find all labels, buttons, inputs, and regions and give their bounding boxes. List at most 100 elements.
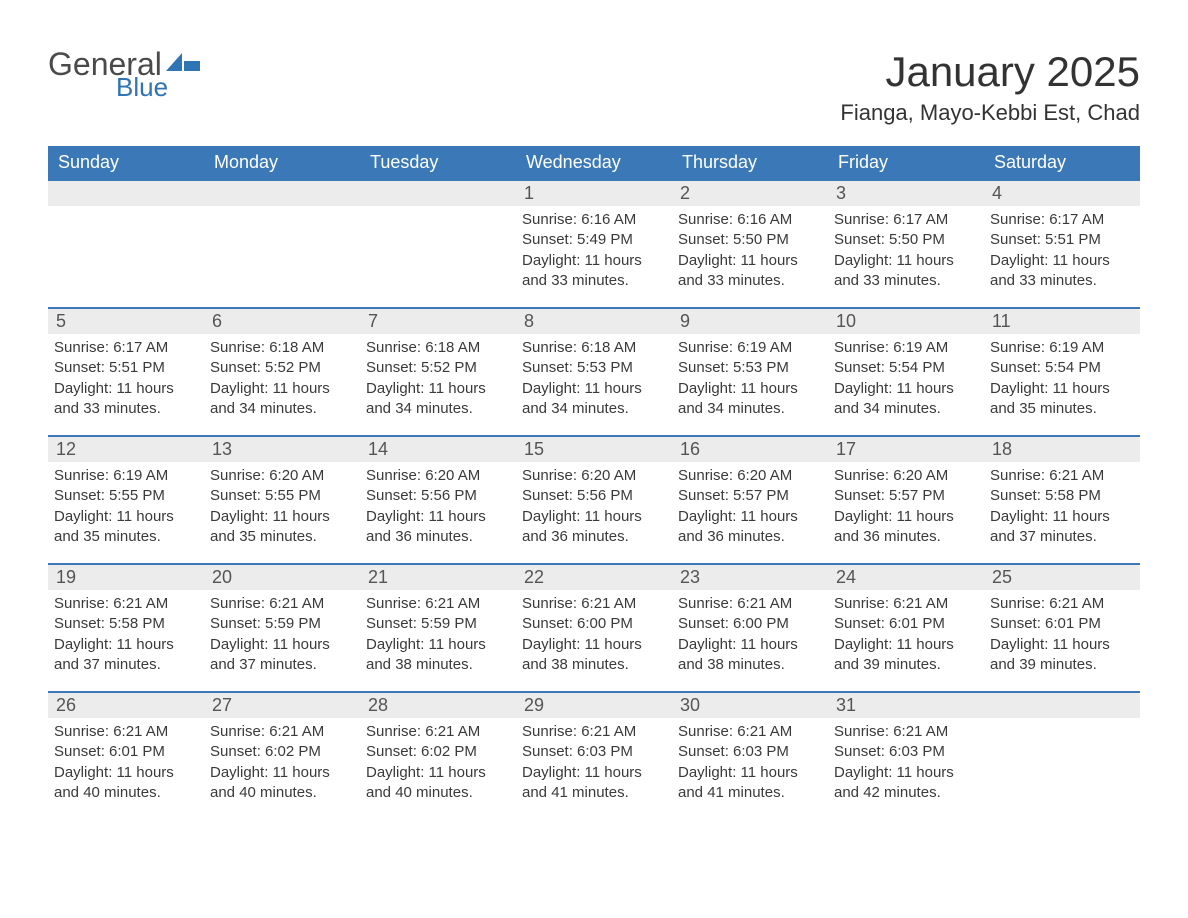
sunset-line: Sunset: 6:00 PM [522, 614, 666, 634]
day-number: 13 [204, 437, 360, 462]
day-cell: Sunrise: 6:18 AMSunset: 5:52 PMDaylight:… [204, 334, 360, 429]
day-cell: Sunrise: 6:21 AMSunset: 5:58 PMDaylight:… [984, 462, 1140, 557]
daylight-line: Daylight: 11 hours and 38 minutes. [678, 635, 822, 676]
daylight-line: Daylight: 11 hours and 38 minutes. [522, 635, 666, 676]
day-number [48, 181, 204, 206]
sunset-line: Sunset: 6:03 PM [834, 742, 978, 762]
sunrise-line: Sunrise: 6:17 AM [990, 210, 1134, 230]
day-number: 7 [360, 309, 516, 334]
daylight-line: Daylight: 11 hours and 41 minutes. [678, 763, 822, 804]
day-cell [360, 206, 516, 301]
day-cell: Sunrise: 6:20 AMSunset: 5:57 PMDaylight:… [828, 462, 984, 557]
day-cell [204, 206, 360, 301]
day-number-row: 12131415161718 [48, 437, 1140, 462]
sunrise-line: Sunrise: 6:21 AM [522, 722, 666, 742]
sunrise-line: Sunrise: 6:19 AM [678, 338, 822, 358]
sunset-line: Sunset: 5:53 PM [522, 358, 666, 378]
day-number: 15 [516, 437, 672, 462]
day-cell [984, 718, 1140, 813]
title-block: January 2025 Fianga, Mayo-Kebbi Est, Cha… [840, 48, 1140, 140]
day-cell: Sunrise: 6:21 AMSunset: 5:58 PMDaylight:… [48, 590, 204, 685]
sunrise-line: Sunrise: 6:21 AM [990, 466, 1134, 486]
day-number [360, 181, 516, 206]
sunrise-line: Sunrise: 6:21 AM [210, 594, 354, 614]
daylight-line: Daylight: 11 hours and 34 minutes. [210, 379, 354, 420]
sunset-line: Sunset: 5:54 PM [990, 358, 1134, 378]
day-cell: Sunrise: 6:21 AMSunset: 6:00 PMDaylight:… [672, 590, 828, 685]
sunrise-line: Sunrise: 6:21 AM [522, 594, 666, 614]
sunrise-line: Sunrise: 6:21 AM [678, 722, 822, 742]
sunset-line: Sunset: 5:56 PM [522, 486, 666, 506]
daylight-line: Daylight: 11 hours and 39 minutes. [990, 635, 1134, 676]
week-row: 12131415161718 Sunrise: 6:19 AM Sunset: 5:… [48, 435, 1140, 563]
daylight-line: Daylight: 11 hours and 33 minutes. [990, 251, 1134, 292]
day-number: 12 [48, 437, 204, 462]
sunset-line: Sunset: 6:01 PM [834, 614, 978, 634]
daylight-line: Daylight: 11 hours and 33 minutes. [678, 251, 822, 292]
sunset-line: Sunset: 6:02 PM [210, 742, 354, 762]
day-number: 30 [672, 693, 828, 718]
day-cell: Sunrise: 6:21 AMSunset: 6:03 PMDaylight:… [828, 718, 984, 813]
sunrise-line: Sunrise: 6:21 AM [54, 594, 198, 614]
day-body-row: Sunrise: 6:21 AMSunset: 6:01 PMDaylight:… [48, 718, 1140, 813]
day-number: 28 [360, 693, 516, 718]
daylight-line: Daylight: 11 hours and 36 minutes. [678, 507, 822, 548]
weekday-header-row: SundayMondayTuesdayWednesdayThursdayFrid… [48, 146, 1140, 179]
day-cell: Sunrise: 6:21 AMSunset: 6:02 PMDaylight:… [360, 718, 516, 813]
logo-text-blue: Blue [116, 74, 200, 100]
sunset-line: Sunset: 6:01 PM [990, 614, 1134, 634]
day-number-row: 567891011 [48, 309, 1140, 334]
sunrise-line: Sunrise: 6:20 AM [366, 466, 510, 486]
day-cell: Sunrise: 6:19 AMSunset: 5:53 PMDaylight:… [672, 334, 828, 429]
day-number: 10 [828, 309, 984, 334]
sunrise-line: Sunrise: 6:20 AM [522, 466, 666, 486]
sunset-line: Sunset: 5:49 PM [522, 230, 666, 250]
day-number: 14 [360, 437, 516, 462]
sunrise-line: Sunrise: 6:21 AM [834, 722, 978, 742]
sunrise-line: Sunrise: 6:19 AM [54, 466, 198, 486]
sunset-line: Sunset: 5:52 PM [210, 358, 354, 378]
weekday-thursday: Thursday [672, 146, 828, 179]
week-row: 262728293031Sunrise: 6:21 AMSunset: 6:01… [48, 691, 1140, 819]
sunset-line: Sunset: 6:02 PM [366, 742, 510, 762]
day-cell: Sunrise: 6:20 AMSunset: 5:57 PMDaylight:… [672, 462, 828, 557]
day-number: 16 [672, 437, 828, 462]
sunset-line: Sunset: 5:50 PM [834, 230, 978, 250]
daylight-line: Daylight: 11 hours and 38 minutes. [366, 635, 510, 676]
day-cell: Sunrise: 6:21 AMSunset: 6:00 PMDaylight:… [516, 590, 672, 685]
day-number-row: 19202122232425 [48, 565, 1140, 590]
day-number: 8 [516, 309, 672, 334]
weekday-monday: Monday [204, 146, 360, 179]
weekday-friday: Friday [828, 146, 984, 179]
week-row: 19202122232425Sunrise: 6:21 AMSunset: 5:… [48, 563, 1140, 691]
day-number: 21 [360, 565, 516, 590]
weeks-container: 1234Sunrise: 6:16 AMSunset: 5:49 PMDayli… [48, 179, 1140, 819]
day-cell: Sunrise: 6:16 AMSunset: 5:49 PMDaylight:… [516, 206, 672, 301]
week-row: 1234Sunrise: 6:16 AMSunset: 5:49 PMDayli… [48, 179, 1140, 307]
sunrise-line: Sunrise: 6:19 AM [834, 338, 978, 358]
day-cell [48, 206, 204, 301]
daylight-line: Daylight: 11 hours and 36 minutes. [522, 507, 666, 548]
week-row: 567891011Sunrise: 6:17 AMSunset: 5:51 PM… [48, 307, 1140, 435]
day-number: 5 [48, 309, 204, 334]
day-cell: Sunrise: 6:21 AMSunset: 5:59 PMDaylight:… [360, 590, 516, 685]
day-cell: Sunrise: 6:21 AMSunset: 6:01 PMDaylight:… [984, 590, 1140, 685]
day-number: 31 [828, 693, 984, 718]
day-number: 3 [828, 181, 984, 206]
sunset-line: Sunset: 5:50 PM [678, 230, 822, 250]
sunrise-line: Sunrise: 6:17 AM [834, 210, 978, 230]
daylight-line: Daylight: 11 hours and 40 minutes. [54, 763, 198, 804]
day-cell: Sunrise: 6:18 AMSunset: 5:52 PMDaylight:… [360, 334, 516, 429]
logo: General Blue [48, 48, 200, 100]
day-cell: Sunrise: 6:21 AMSunset: 6:01 PMDaylight:… [48, 718, 204, 813]
sunrise-line: Sunrise: 6:18 AM [366, 338, 510, 358]
day-number: 9 [672, 309, 828, 334]
sunrise-line: Sunrise: 6:21 AM [678, 594, 822, 614]
day-body-row: Sunrise: 6:21 AMSunset: 5:58 PMDaylight:… [48, 590, 1140, 685]
day-number: 26 [48, 693, 204, 718]
day-number: 6 [204, 309, 360, 334]
day-number-row: 1234 [48, 181, 1140, 206]
day-number: 29 [516, 693, 672, 718]
daylight-line: Daylight: 11 hours and 34 minutes. [834, 379, 978, 420]
sunrise-line: Sunrise: 6:17 AM [54, 338, 198, 358]
